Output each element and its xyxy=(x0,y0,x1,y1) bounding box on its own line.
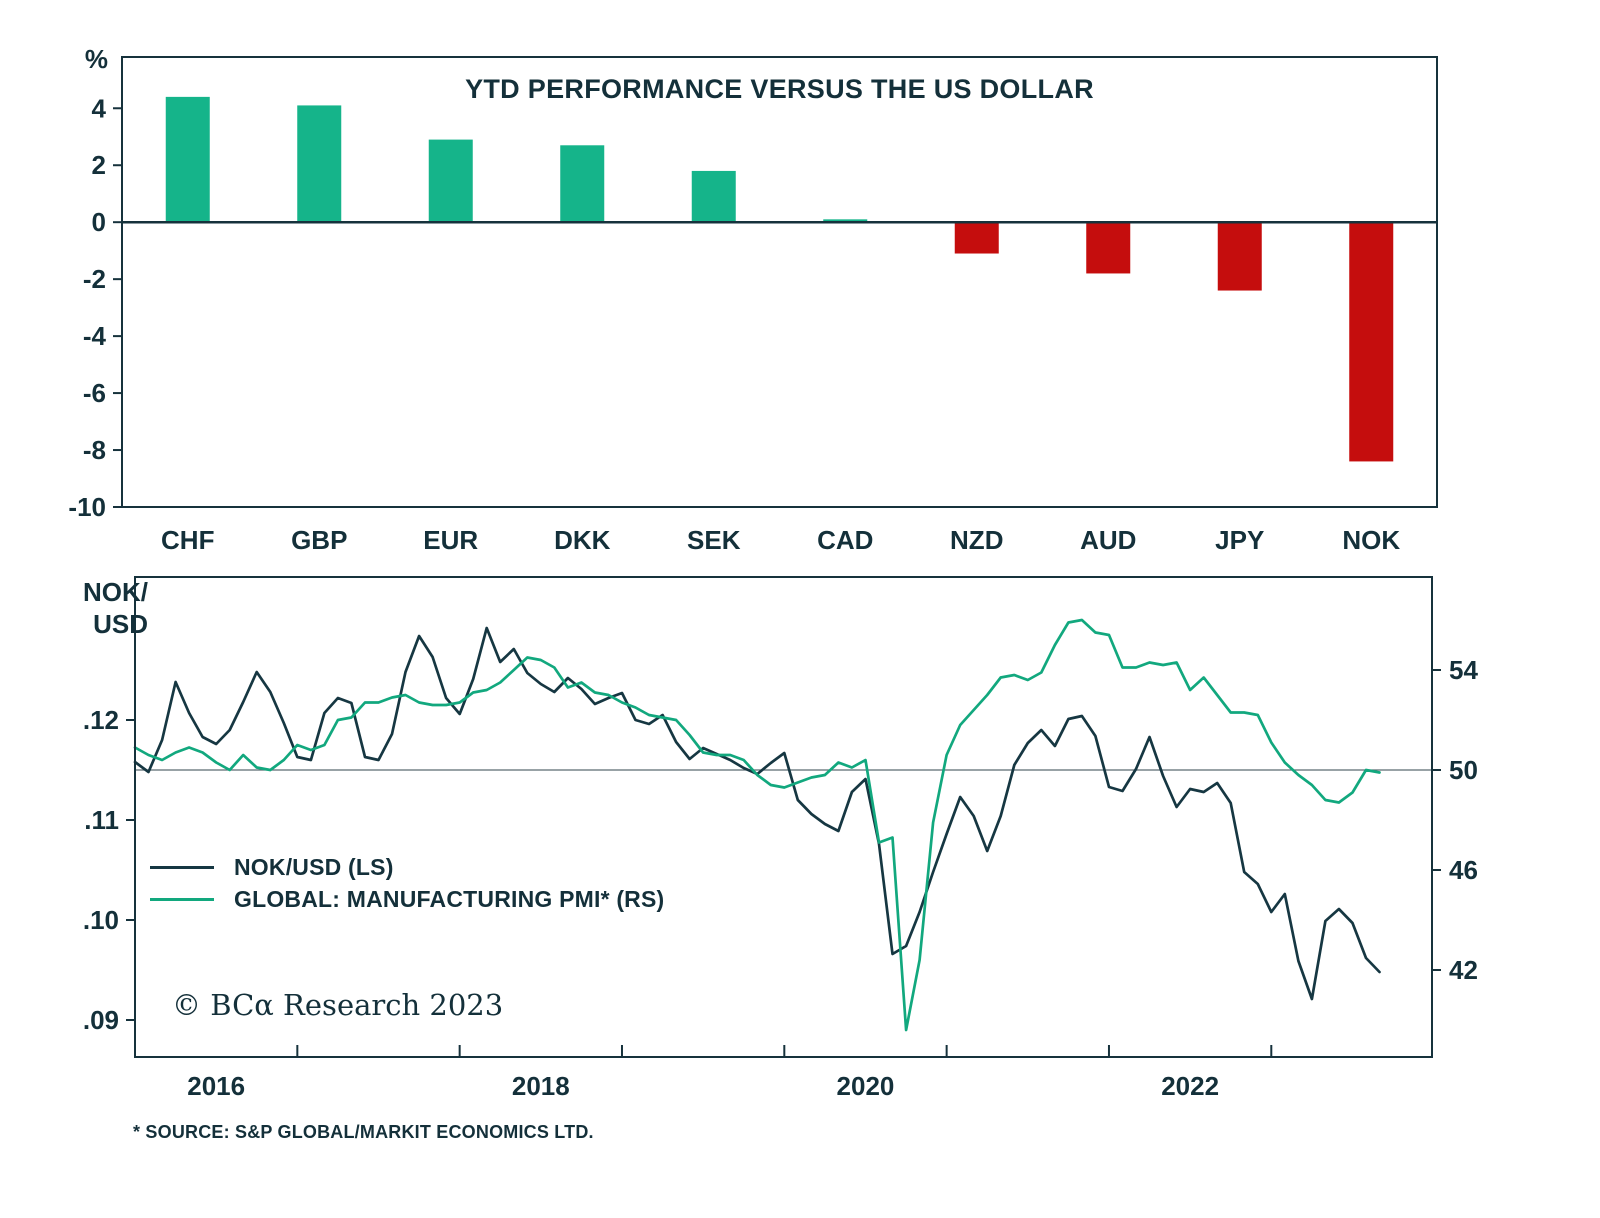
line-left-axis-title: NOK/ USD xyxy=(48,576,148,640)
line-left-tick-label: .11 xyxy=(84,805,119,835)
line-plot-border xyxy=(134,576,1433,1058)
bar-y-tick-label: 0 xyxy=(92,207,106,237)
bar-chf xyxy=(165,96,210,223)
bar-category-label-dkk: DKK xyxy=(554,525,611,555)
bar-aud xyxy=(1086,222,1131,274)
bar-cad xyxy=(823,219,868,223)
bar-category-label-eur: EUR xyxy=(423,525,478,555)
bar-plot-border xyxy=(121,56,1438,508)
line-left-tick-label: .10 xyxy=(83,905,119,935)
legend-label-global-pmi: GLOBAL: MANUFACTURING PMI* (RS) xyxy=(234,885,665,912)
bar-gbp xyxy=(297,105,342,223)
legend-label-nok-usd: NOK/USD (LS) xyxy=(234,853,394,880)
bar-y-axis-unit: % xyxy=(84,44,108,74)
copyright: © BCα Research 2023 xyxy=(172,988,504,1022)
bar-category-label-sek: SEK xyxy=(687,525,741,555)
bar-eur xyxy=(428,139,473,223)
bar-y-tick-label: -10 xyxy=(68,492,106,522)
bar-y-tick-label: -4 xyxy=(83,321,107,351)
line-right-tick-label: 42 xyxy=(1449,955,1478,985)
bar-nok xyxy=(1349,222,1394,462)
bar-category-label-aud: AUD xyxy=(1080,525,1136,555)
bar-y-tick-label: -8 xyxy=(83,435,106,465)
source-footnote: * SOURCE: S&P GLOBAL/MARKIT ECONOMICS LT… xyxy=(133,1122,594,1142)
bar-category-label-gbp: GBP xyxy=(291,525,347,555)
bar-category-label-nok: NOK xyxy=(1342,525,1400,555)
bar-category-label-cad: CAD xyxy=(817,525,873,555)
nok-usd-line-swatch xyxy=(150,865,214,869)
bar-jpy xyxy=(1217,222,1262,291)
line-x-label-2016: 2016 xyxy=(187,1071,245,1101)
legend: NOK/USD (LS) GLOBAL: MANUFACTURING PMI* … xyxy=(150,851,664,915)
bar-y-tick-label: 2 xyxy=(92,150,106,180)
global-pmi-line-swatch xyxy=(150,897,214,901)
bar-category-label-nzd: NZD xyxy=(950,525,1003,555)
line-right-tick-label: 50 xyxy=(1449,755,1478,785)
line-left-axis-title-line2: USD xyxy=(93,609,148,639)
line-left-axis-title-line1: NOK/ xyxy=(83,577,148,607)
legend-item-global-pmi: GLOBAL: MANUFACTURING PMI* (RS) xyxy=(150,883,664,915)
line-left-tick-label: .09 xyxy=(83,1005,119,1035)
bar-nzd xyxy=(954,222,999,254)
line-right-tick-label: 54 xyxy=(1449,655,1478,685)
bar-chart-title: YTD PERFORMANCE VERSUS THE US DOLLAR xyxy=(465,74,1094,104)
bar-category-label-chf: CHF xyxy=(161,525,214,555)
series-nok-usd xyxy=(133,626,1381,1001)
line-x-label-2018: 2018 xyxy=(512,1071,570,1101)
bar-y-tick-label: 4 xyxy=(92,93,107,123)
bar-sek xyxy=(691,170,736,223)
line-x-label-2020: 2020 xyxy=(837,1071,895,1101)
bar-y-tick-label: -6 xyxy=(83,378,106,408)
bar-y-tick-label: -2 xyxy=(83,264,106,294)
series-global-manufacturing-pmi xyxy=(133,618,1381,1032)
legend-item-nok-usd: NOK/USD (LS) xyxy=(150,851,664,883)
line-right-tick-label: 46 xyxy=(1449,855,1478,885)
bar-category-label-jpy: JPY xyxy=(1215,525,1264,555)
line-x-label-2022: 2022 xyxy=(1161,1071,1219,1101)
line-left-tick-label: .12 xyxy=(83,705,119,735)
bar-dkk xyxy=(560,145,605,223)
